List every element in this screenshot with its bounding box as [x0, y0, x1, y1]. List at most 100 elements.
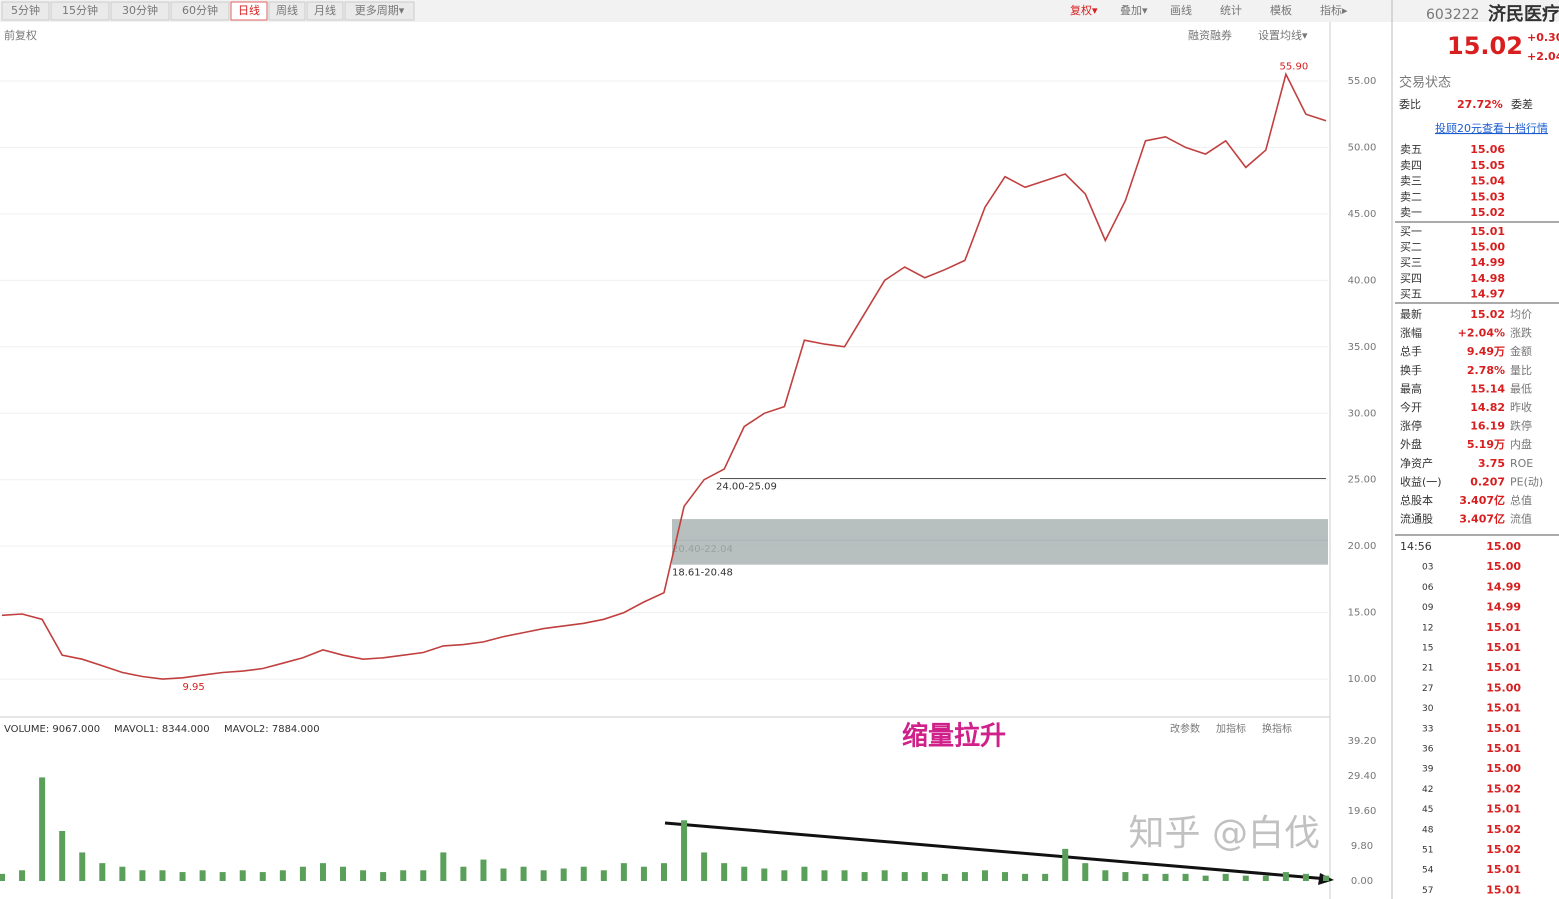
y-tick-label: 25.00 [1348, 475, 1377, 486]
row-label: 净资产 [1400, 456, 1433, 470]
tab-label[interactable]: 30分钟 [122, 3, 158, 17]
tab[interactable] [110, 1, 170, 21]
tick-price: 15.02 [1486, 843, 1521, 856]
volume-bar [400, 870, 407, 881]
tab-label[interactable]: 周线 [276, 3, 298, 17]
price-line [1, 72, 1327, 680]
tick-price: 15.01 [1486, 702, 1521, 715]
row-value: 16.19 [1470, 420, 1505, 433]
row-label: 卖五 [1400, 143, 1422, 156]
tick-price: 15.02 [1486, 823, 1521, 836]
volume-bar [259, 872, 266, 881]
volume-bar [861, 872, 868, 881]
row-value: 14.98 [1470, 272, 1505, 285]
y-tick-label: 0.00 [1351, 876, 1373, 887]
option[interactable]: 设置均线▾ [1258, 28, 1308, 42]
tick-price: 15.01 [1486, 722, 1521, 735]
tick-time: 15 [1422, 644, 1433, 654]
volume-bar [1062, 848, 1069, 881]
row-value: 15.06 [1470, 143, 1505, 156]
annotation: 缩量拉升 [902, 721, 1006, 752]
tab-label[interactable]: 月线 [314, 3, 336, 17]
price-zone [672, 539, 1328, 565]
diff-label: 委差 [1511, 97, 1533, 111]
volume-bar [1022, 873, 1029, 881]
tab[interactable] [268, 1, 306, 21]
row-label: 涨幅 [1400, 327, 1422, 340]
tool-button[interactable]: 统计 [1220, 4, 1242, 17]
tool-button[interactable]: 指标▸ [1320, 3, 1348, 17]
row-label: ROE [1510, 457, 1533, 470]
tab[interactable] [344, 1, 415, 21]
volume-bar [801, 866, 808, 881]
tab[interactable] [170, 1, 230, 21]
row-label: 买二 [1400, 241, 1422, 254]
volume-bar [540, 870, 547, 881]
tool-button[interactable]: 叠加▾ [1120, 4, 1148, 17]
row-value: 0.207 [1470, 475, 1505, 488]
pane-button[interactable]: 改参数 [1170, 722, 1200, 735]
tab-label[interactable]: 60分钟 [182, 3, 218, 17]
legend-entry: MAVOL2: 7884.000 [224, 724, 320, 735]
y-tick-label: 19.60 [1348, 806, 1377, 817]
tab[interactable] [306, 1, 344, 21]
volume-bar [179, 872, 186, 881]
tab-label[interactable]: 日线 [238, 3, 260, 17]
row-value: 15.03 [1470, 190, 1505, 203]
option[interactable]: 融资融券 [1188, 28, 1232, 42]
volume-bar [1142, 873, 1149, 881]
ratio-label: 委比 [1399, 98, 1421, 111]
change-pct: +2.04% [1527, 50, 1559, 63]
volume-bar [1182, 873, 1189, 881]
tool-button[interactable]: 复权▾ [1070, 3, 1098, 17]
y-tick-label: 55.00 [1348, 76, 1377, 87]
tick-time: 45 [1422, 805, 1433, 815]
tab[interactable] [230, 1, 268, 21]
volume-bar [1323, 875, 1329, 881]
tick-price: 15.00 [1486, 540, 1521, 553]
row-label: 卖一 [1400, 206, 1422, 219]
tick-price: 15.01 [1486, 863, 1521, 876]
volume-bar [701, 852, 708, 881]
watermark: 知乎 @白伐 [1129, 813, 1320, 854]
tool-button[interactable]: 模板 [1270, 3, 1292, 17]
tab[interactable] [50, 1, 110, 21]
row-label: 卖四 [1400, 159, 1422, 172]
volume-bar [1042, 873, 1049, 881]
low-label: 9.95 [182, 682, 204, 693]
volume-bar [1262, 875, 1269, 881]
volume-bar [781, 870, 788, 881]
pane-button[interactable]: 加指标 [1216, 722, 1246, 735]
row-value: 5.19万 [1467, 438, 1505, 451]
volume-bar [1202, 875, 1209, 881]
y-tick-label: 10.00 [1348, 674, 1377, 685]
volume-bar [741, 866, 748, 881]
row-label: 最新 [1400, 307, 1422, 321]
volume-bar [360, 870, 367, 881]
tool-button[interactable]: 画线 [1170, 3, 1192, 17]
volume-bar [1082, 863, 1089, 881]
adjust-label: 前复权 [4, 28, 37, 42]
tick-price: 15.01 [1486, 641, 1521, 654]
volume-bar [681, 820, 688, 881]
volume-bar [941, 873, 948, 881]
volume-bar [981, 870, 988, 881]
tab[interactable] [1, 1, 50, 21]
tab-label[interactable]: 15分钟 [62, 3, 98, 17]
volume-bar [480, 859, 487, 881]
y-tick-label: 20.00 [1348, 541, 1377, 552]
volume-bar [0, 873, 5, 881]
volume-bar [1282, 872, 1289, 881]
volume-bar [340, 866, 347, 881]
tab-label[interactable]: 更多周期▾ [355, 3, 405, 17]
volume-bar [199, 870, 206, 881]
trend-arrow [664, 821, 1329, 881]
pane-button[interactable]: 换指标 [1262, 722, 1292, 735]
row-label: 总手 [1400, 344, 1422, 358]
tab-label[interactable]: 5分钟 [11, 3, 40, 17]
row-label: 均价 [1510, 308, 1532, 321]
row-label: 收益(一) [1400, 474, 1442, 488]
panel-link[interactable]: 投顾20元查看十档行情 [1435, 121, 1548, 135]
volume-bar [640, 866, 647, 881]
